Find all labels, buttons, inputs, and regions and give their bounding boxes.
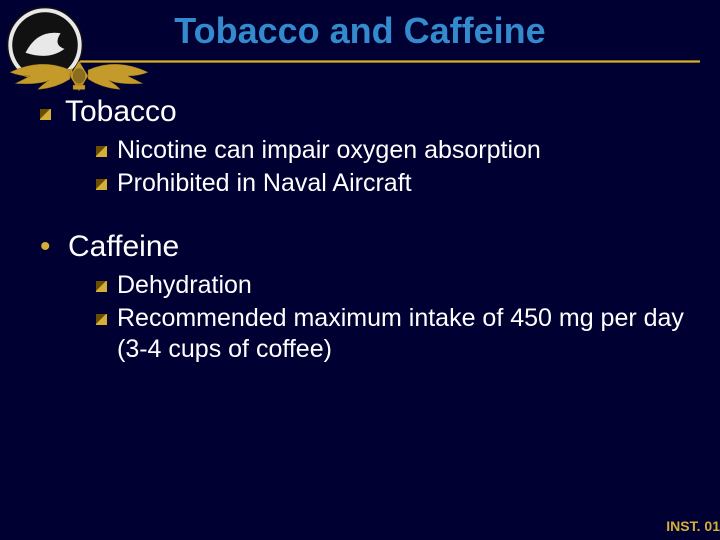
section-items-caffeine: Dehydration Recommended maximum intake o… (96, 270, 684, 366)
section-heading-label: Caffeine (68, 230, 179, 264)
dot-bullet-icon: • (40, 230, 54, 264)
square-bullet-icon (96, 146, 107, 157)
section-heading-tobacco: Tobacco (40, 95, 684, 129)
list-item-label: Dehydration (117, 270, 684, 301)
list-item: Recommended maximum intake of 450 mg per… (96, 303, 684, 366)
square-bullet-icon (96, 314, 107, 325)
square-bullet-icon (96, 281, 107, 292)
slide-footer-code: INST. 01 (666, 518, 720, 534)
list-item-label: Prohibited in Naval Aircraft (117, 168, 684, 199)
section-heading-label: Tobacco (65, 95, 177, 129)
list-item: Prohibited in Naval Aircraft (96, 168, 684, 199)
page-title: Tobacco and Caffeine (0, 0, 720, 58)
list-item-label: Nicotine can impair oxygen absorption (117, 135, 684, 166)
list-item: Nicotine can impair oxygen absorption (96, 135, 684, 166)
section-heading-caffeine: • Caffeine (40, 230, 684, 264)
list-item-label: Recommended maximum intake of 450 mg per… (117, 303, 684, 366)
list-item: Dehydration (96, 270, 684, 301)
square-bullet-icon (96, 179, 107, 190)
section-items-tobacco: Nicotine can impair oxygen absorption Pr… (96, 135, 684, 200)
square-bullet-icon (40, 109, 51, 120)
slide-body: Tobacco Nicotine can impair oxygen absor… (0, 63, 720, 365)
aviator-wings-icon (4, 52, 154, 100)
